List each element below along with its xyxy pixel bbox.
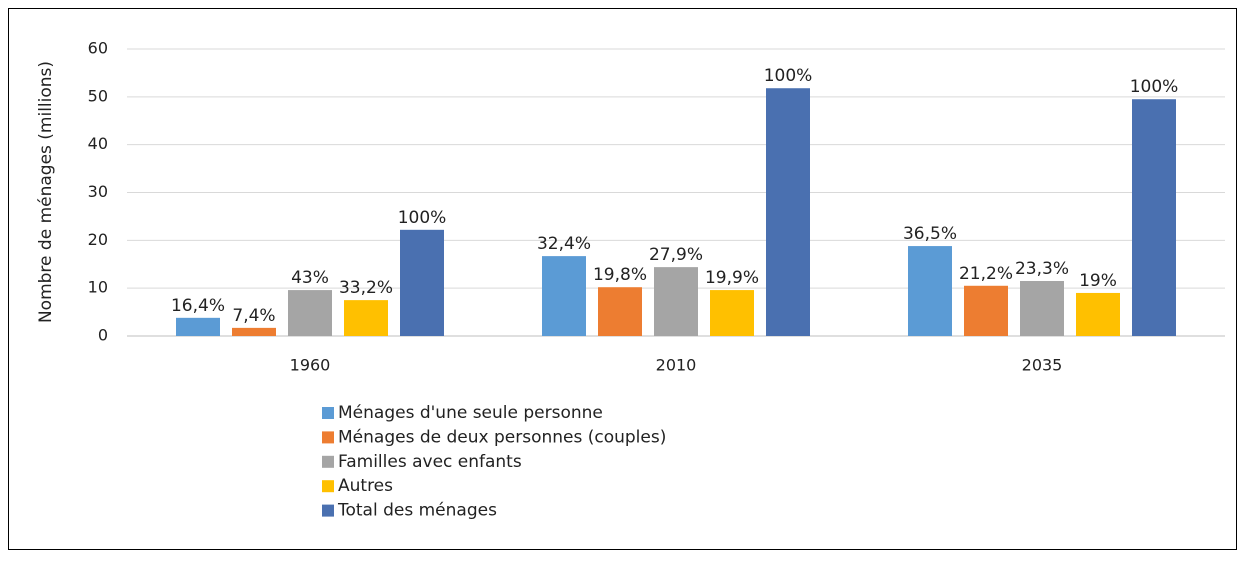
bar bbox=[1076, 292, 1120, 336]
bar bbox=[1020, 280, 1064, 336]
data-label: 43% bbox=[291, 268, 329, 288]
bar bbox=[288, 290, 332, 336]
legend-swatch bbox=[322, 407, 334, 419]
data-label: 100% bbox=[1130, 77, 1179, 97]
bar bbox=[344, 300, 388, 336]
data-label: 21,2% bbox=[959, 264, 1013, 284]
bar bbox=[232, 327, 276, 336]
bar bbox=[400, 229, 444, 336]
data-label: 100% bbox=[398, 208, 447, 228]
bar bbox=[654, 267, 698, 336]
legend-swatch bbox=[322, 504, 334, 517]
data-label: 23,3% bbox=[1015, 259, 1069, 279]
y-tick-label: 40 bbox=[88, 134, 108, 153]
data-label: 19,9% bbox=[705, 268, 759, 288]
data-label: 32,4% bbox=[537, 234, 591, 254]
data-label: 19,8% bbox=[593, 265, 647, 285]
y-tick-label: 60 bbox=[88, 39, 108, 58]
y-tick-label: 0 bbox=[98, 326, 108, 345]
bar bbox=[176, 317, 220, 336]
legend-label: Familles avec enfants bbox=[338, 452, 522, 472]
legend-label: Total des ménages bbox=[337, 501, 497, 521]
y-axis-label: Nombre de ménages (millions) bbox=[36, 61, 56, 323]
bar bbox=[710, 290, 754, 336]
x-tick-label: 2035 bbox=[1022, 356, 1063, 375]
data-label: 16,4% bbox=[171, 296, 225, 316]
bar bbox=[908, 246, 952, 336]
legend-swatch bbox=[322, 431, 334, 444]
y-tick-label: 10 bbox=[88, 278, 108, 297]
bar bbox=[598, 287, 642, 336]
y-tick-label: 50 bbox=[88, 86, 108, 105]
data-label: 100% bbox=[764, 66, 813, 86]
bar bbox=[1132, 99, 1176, 336]
data-label: 33,2% bbox=[339, 278, 393, 298]
x-tick-label: 1960 bbox=[290, 356, 331, 375]
bar bbox=[542, 256, 586, 336]
legend-label: Ménages de deux personnes (couples) bbox=[338, 427, 666, 447]
chart-border bbox=[8, 8, 1237, 550]
legend-label: Autres bbox=[338, 476, 393, 496]
data-label: 7,4% bbox=[232, 306, 275, 326]
legend-swatch bbox=[322, 455, 334, 468]
legend-label: Ménages d'une seule personne bbox=[338, 403, 603, 423]
x-tick-label: 2010 bbox=[656, 356, 697, 375]
data-label: 19% bbox=[1079, 271, 1117, 291]
data-label: 27,9% bbox=[649, 245, 703, 265]
legend-swatch bbox=[322, 480, 334, 493]
bar bbox=[766, 88, 810, 337]
data-label: 36,5% bbox=[903, 224, 957, 244]
y-tick-label: 20 bbox=[88, 230, 108, 249]
y-tick-label: 30 bbox=[88, 182, 108, 201]
bar bbox=[964, 285, 1008, 336]
